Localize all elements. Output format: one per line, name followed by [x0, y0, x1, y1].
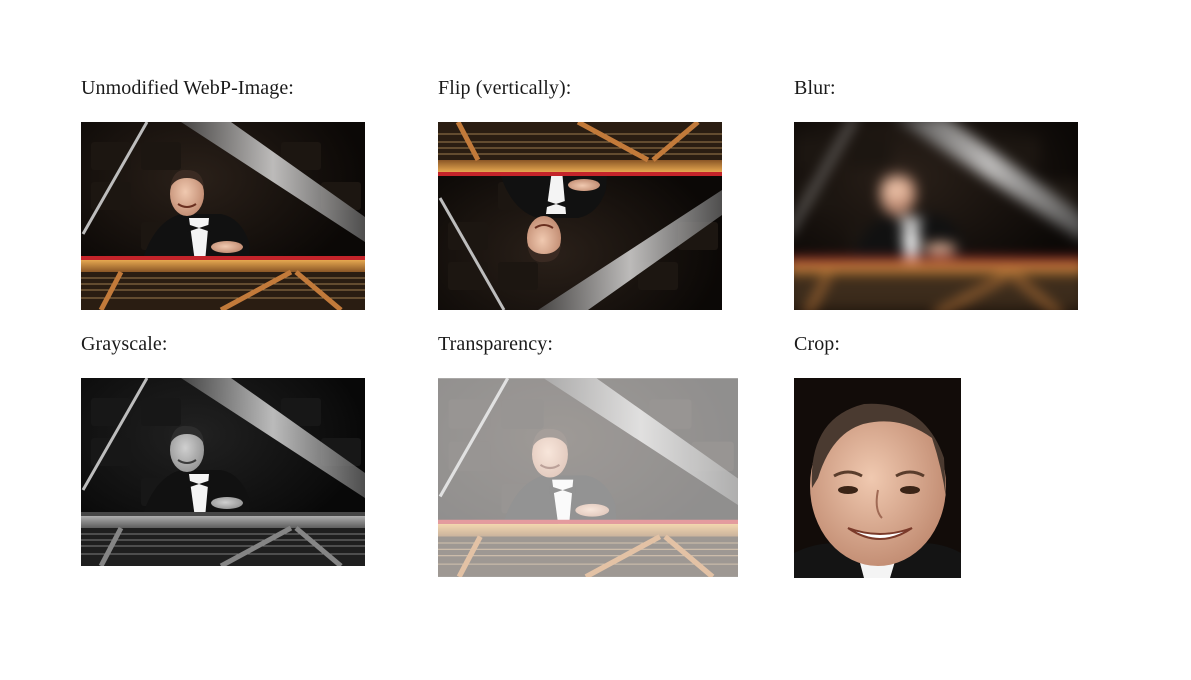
panel-caption: Grayscale:: [81, 333, 168, 355]
pianist-photo-cropped: [794, 378, 961, 578]
pianist-photo-flipped: [438, 122, 722, 310]
pianist-photo-blurred: [794, 122, 1078, 310]
panel-caption: Blur:: [794, 77, 836, 99]
panel-caption: Flip (vertically):: [438, 77, 572, 99]
pianist-photo-grayscale: [81, 378, 365, 566]
panel-caption: Unmodified WebP-Image:: [81, 77, 294, 99]
panel-caption: Transparency:: [438, 333, 553, 355]
pianist-photo-transparent: [438, 378, 738, 577]
pianist-photo-icon: [81, 378, 365, 566]
pianist-photo: [81, 122, 365, 310]
pianist-photo-icon: [81, 122, 365, 310]
panel-caption: Crop:: [794, 333, 841, 355]
pianist-photo-icon: [794, 122, 1078, 310]
pianist-photo-icon: [438, 378, 738, 577]
face-photo-icon: [794, 378, 961, 578]
pianist-photo-icon: [438, 122, 722, 310]
